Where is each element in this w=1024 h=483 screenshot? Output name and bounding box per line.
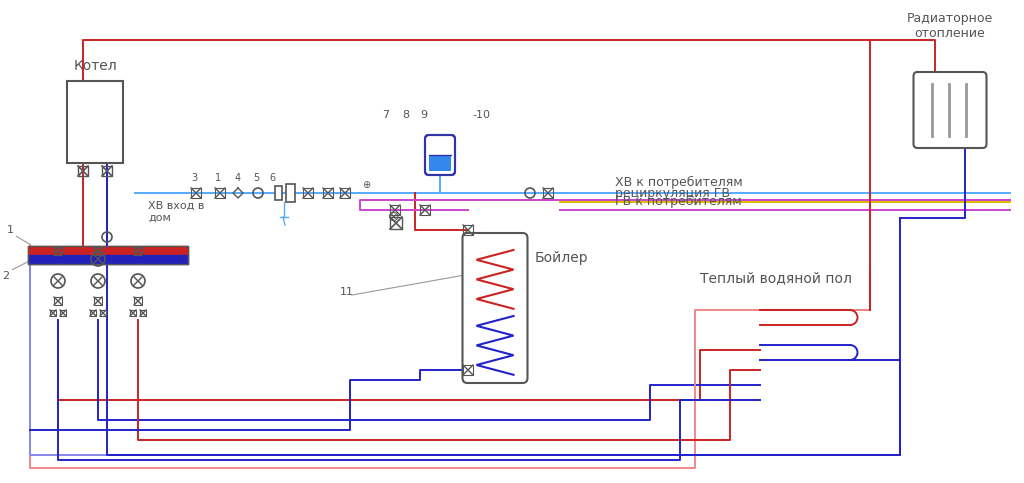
Bar <box>420 205 430 215</box>
Bar <box>54 297 62 305</box>
Bar <box>28 246 188 264</box>
Text: ХВ к потребителям: ХВ к потребителям <box>615 176 742 189</box>
Text: 1: 1 <box>6 225 13 235</box>
Bar <box>50 310 56 316</box>
FancyBboxPatch shape <box>463 233 527 383</box>
Bar <box>94 247 102 255</box>
Bar <box>543 188 553 198</box>
Text: ХВ вход в
дом: ХВ вход в дом <box>148 201 205 223</box>
Bar <box>340 188 350 198</box>
Text: 3: 3 <box>190 173 197 183</box>
Bar <box>429 155 451 171</box>
Bar <box>100 310 106 316</box>
Text: Котел: Котел <box>73 59 117 73</box>
Text: 4: 4 <box>234 173 241 183</box>
Text: ⊗: ⊗ <box>388 210 399 224</box>
Text: 9: 9 <box>420 110 427 120</box>
FancyBboxPatch shape <box>425 135 455 175</box>
Bar <box>215 188 225 198</box>
Bar <box>286 184 295 202</box>
Text: 11: 11 <box>340 287 354 297</box>
Bar <box>67 81 123 163</box>
Bar <box>28 255 188 264</box>
Bar <box>134 247 142 255</box>
Bar <box>60 310 66 316</box>
Text: рециркуляция ГВ: рециркуляция ГВ <box>615 187 730 200</box>
Bar <box>463 365 473 375</box>
FancyBboxPatch shape <box>913 72 986 148</box>
Bar <box>102 166 112 176</box>
Text: 1: 1 <box>215 173 221 183</box>
Text: Радиаторное
отопление: Радиаторное отопление <box>907 12 993 40</box>
Bar <box>140 310 146 316</box>
Bar <box>390 217 402 229</box>
Bar <box>134 297 142 305</box>
Bar <box>303 188 313 198</box>
Text: ГВ к потребителям: ГВ к потребителям <box>615 195 741 208</box>
Text: Бойлер: Бойлер <box>535 251 589 265</box>
Text: -10: -10 <box>472 110 490 120</box>
Bar <box>191 188 201 198</box>
Bar <box>54 247 62 255</box>
Text: 6: 6 <box>269 173 275 183</box>
Bar <box>94 297 102 305</box>
Text: ⊕: ⊕ <box>362 180 370 190</box>
Text: 2: 2 <box>2 271 9 281</box>
Text: 7: 7 <box>382 110 389 120</box>
Text: Теплый водяной пол: Теплый водяной пол <box>700 271 852 285</box>
Bar <box>78 166 88 176</box>
Bar <box>90 310 96 316</box>
Bar <box>390 205 400 215</box>
Text: 8: 8 <box>402 110 410 120</box>
Bar <box>130 310 136 316</box>
Bar <box>274 186 282 200</box>
Text: 5: 5 <box>253 173 259 183</box>
Bar <box>28 246 188 255</box>
Bar <box>323 188 333 198</box>
Bar <box>463 225 473 235</box>
